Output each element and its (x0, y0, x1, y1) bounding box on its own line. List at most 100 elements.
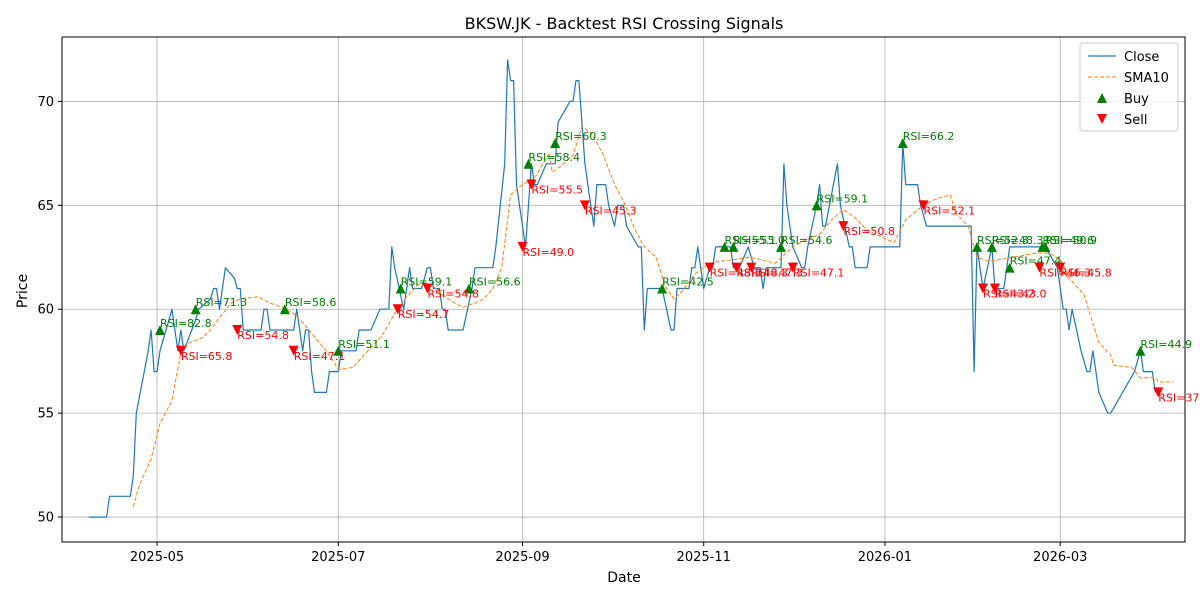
sell-signal-label: RSI=54.8 (237, 329, 289, 342)
sma10-line (132, 125, 1174, 507)
x-tick-label: 2026-03 (1033, 550, 1087, 565)
sell-signal-label: RSI=37.2 (1158, 391, 1200, 404)
y-tick-label: 55 (37, 407, 54, 422)
sell-marker (989, 283, 1000, 294)
buy-marker (719, 241, 730, 252)
buy-marker (464, 283, 475, 294)
buy-signal-label: RSI=49.6 (1042, 234, 1094, 247)
buy-signal-label: RSI=71.3 (196, 296, 248, 309)
sell-marker (175, 345, 186, 356)
buy-signal-label: RSI=50.9 (1045, 234, 1097, 247)
y-tick-label: 60 (37, 303, 54, 318)
legend-sma-label: SMA10 (1124, 71, 1169, 86)
sell-marker (731, 262, 742, 273)
sell-signal-label: RSI=43.0 (995, 287, 1047, 300)
sell-signal-label: RSI=52.1 (924, 204, 976, 217)
sell-marker (392, 304, 403, 315)
sell-marker (1153, 387, 1164, 398)
sell-marker (746, 262, 757, 273)
legend-buy-marker (1097, 93, 1107, 103)
sell-marker (579, 200, 590, 211)
buy-marker (190, 304, 201, 315)
sell-marker (1055, 262, 1066, 273)
buy-marker (1040, 241, 1051, 252)
buy-signal-label: RSI=55.1 (725, 234, 777, 247)
buy-marker (1135, 345, 1146, 356)
sell-marker (838, 221, 849, 232)
y-tick-label: 70 (37, 95, 54, 110)
buy-signal-label: RSI=82.8 (160, 317, 212, 330)
buy-marker (728, 241, 739, 252)
sell-signal-label: RSI=55.5 (531, 184, 583, 197)
buy-marker (155, 325, 166, 336)
x-tick-label: 2025-09 (495, 550, 549, 565)
buy-marker (550, 137, 561, 148)
chart-title: BKSW.JK - Backtest RSI Crossing Signals (465, 14, 784, 33)
x-tick-label: 2025-11 (677, 550, 731, 565)
sell-signal-label: RSI=48.3 (710, 267, 762, 280)
buy-marker (897, 137, 908, 148)
legend-sell-marker (1097, 114, 1107, 124)
legend-buy-label: Buy (1124, 92, 1149, 107)
sell-marker (704, 262, 715, 273)
sell-signal-label: RSI=47.1 (294, 350, 346, 363)
sell-marker (288, 345, 299, 356)
buy-signal-label: RSI=60.3 (555, 130, 607, 143)
series-layer (88, 59, 1174, 518)
sell-signal-label: RSI=50.8 (843, 225, 895, 238)
sell-marker (1034, 262, 1045, 273)
buy-marker (972, 241, 983, 252)
x-tick-label: 2026-01 (858, 550, 912, 565)
sell-signal-label: RSI=45.8 (1060, 267, 1112, 280)
y-tick-label: 65 (37, 199, 54, 214)
sell-marker (787, 262, 798, 273)
plot-frame (61, 36, 1186, 543)
buy-signal-label: RSI=54.6 (781, 234, 833, 247)
sell-marker (977, 283, 988, 294)
buy-marker (1004, 262, 1015, 273)
buy-marker (395, 283, 406, 294)
x-tick-label: 2025-05 (130, 550, 184, 565)
buy-signal-label: RSI=59.1 (401, 275, 453, 288)
buy-marker (986, 241, 997, 252)
sell-marker (526, 179, 537, 190)
buy-signal-label: RSI=56.6 (469, 275, 521, 288)
sell-marker (918, 200, 929, 211)
sell-marker (232, 325, 243, 336)
buy-signal-label: RSI=55.0 (733, 234, 785, 247)
sell-marker (517, 241, 528, 252)
buy-marker (333, 345, 344, 356)
sell-signal-label: RSI=47.3 (751, 267, 803, 280)
sell-signal-label: RSI=54.7 (398, 308, 450, 321)
buy-signal-label: RSI=58.6 (285, 296, 337, 309)
sell-marker (422, 283, 433, 294)
buy-marker (775, 241, 786, 252)
signal-layer: RSI=82.8 RSI=71.3 RSI=58.6 RSI=51.1 RSI=59.1… (155, 130, 1200, 404)
buy-signal-label: RSI=48.3 (992, 234, 1044, 247)
y-axis-label: Price (15, 274, 31, 308)
sell-signal-label: RSI=65.8 (181, 350, 233, 363)
buy-signal-label: RSI=59.1 (817, 192, 869, 205)
x-tick-label: 2025-07 (311, 550, 365, 565)
buy-signal-label: RSI=51.1 (338, 338, 390, 351)
x-axis-label: Date (607, 570, 640, 586)
close-line (88, 59, 1156, 518)
buy-marker (523, 158, 534, 169)
buy-signal-label: RSI=52.3 (977, 234, 1029, 247)
sell-signal-label: RSI=47.1 (793, 267, 845, 280)
buy-signal-label: RSI=44.9 (1140, 338, 1192, 351)
sell-signal-label: RSI=54.8 (427, 287, 479, 300)
axis-ticks: 2025-05 2025-07 2025-09 2025-11 2026-01 2026-… (37, 95, 1087, 565)
legend-box (1079, 42, 1179, 132)
legend-sell-label: Sell (1124, 113, 1147, 128)
buy-signal-label: RSI=47.4 (1010, 255, 1062, 268)
legend: Close SMA10 Buy Sell (1079, 42, 1179, 132)
y-tick-label: 50 (37, 511, 54, 526)
buy-signal-label: RSI=58.4 (528, 151, 580, 164)
sell-signal-label: RSI=45.3 (585, 204, 637, 217)
buy-marker (279, 304, 290, 315)
sell-signal-label: RSI=49.0 (522, 246, 574, 259)
buy-signal-label: RSI=66.2 (903, 130, 955, 143)
